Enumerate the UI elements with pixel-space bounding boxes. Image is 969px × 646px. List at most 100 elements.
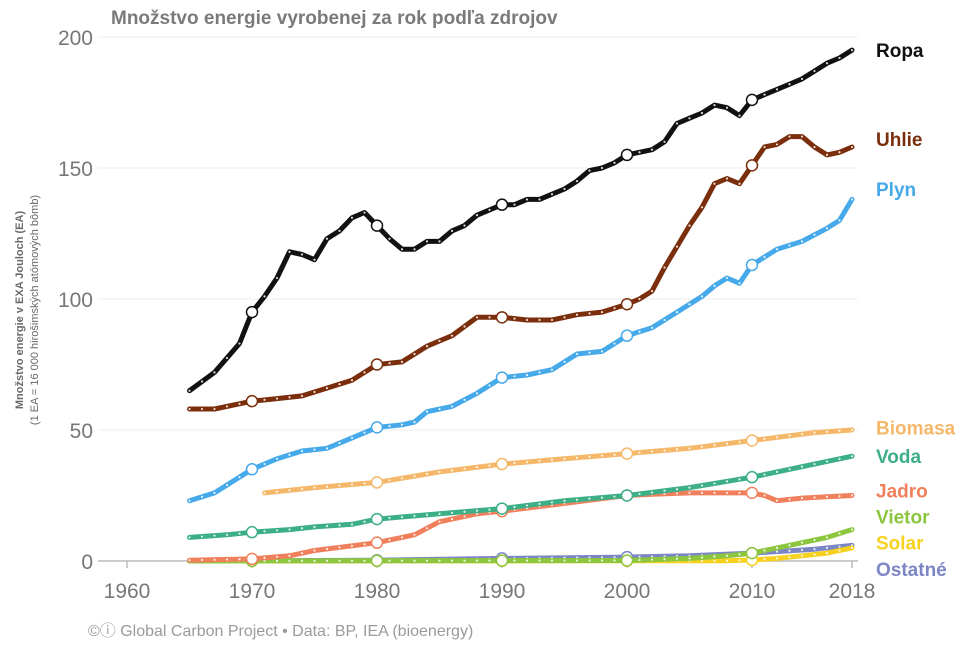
point-plyn-2002: [650, 326, 654, 329]
point-voda-2007: [713, 482, 716, 485]
marker-uhlie-2000: [620, 297, 634, 311]
point-ostatn-1998: [600, 556, 604, 559]
point-voda-2006: [700, 484, 704, 487]
point-ropa-1979: [363, 211, 366, 214]
point-biomasa-1986: [450, 469, 454, 472]
point-jadro-2016: [825, 495, 829, 498]
point-plyn-1994: [550, 368, 554, 371]
x-tick-labels: 1960 1970 1980 1990 2000 2010 2018: [104, 561, 875, 603]
point-ropa-1997: [588, 169, 591, 172]
point-voda-1998: [600, 496, 604, 499]
point-biomasa-1995: [563, 457, 566, 460]
point-ropa-2013: [788, 83, 791, 86]
point-uhlie-1975: [313, 390, 316, 394]
point-vietor-1981: [388, 559, 391, 562]
point-voda-2001: [638, 492, 641, 496]
point-vietor-1985: [438, 559, 441, 562]
point-uhlie-2011: [763, 145, 766, 149]
point-biomasa-1998: [600, 454, 604, 457]
point-uhlie-1968: [225, 405, 229, 408]
point-uhlie-1989: [488, 316, 491, 319]
point-biomasa-1985: [438, 470, 441, 474]
point-uhlie-1966: [200, 407, 204, 411]
x-tick-1990: 1990: [479, 580, 526, 603]
point-biomasa-1974: [300, 487, 304, 491]
series-uhlie: [187, 134, 855, 412]
point-ropa-1985: [438, 240, 441, 243]
point-voda-1974: [300, 527, 304, 530]
point-uhlie-2008: [725, 177, 729, 180]
point-jadro-2012: [775, 499, 779, 502]
point-ropa-2006: [700, 111, 704, 115]
point-vietor-1972: [275, 559, 279, 562]
point-jadro-2005: [688, 491, 691, 494]
point-vietor-1974: [300, 559, 304, 562]
point-solar-2014: [800, 554, 804, 557]
point-vietor-1989: [488, 559, 491, 562]
point-ostatn-1999: [613, 556, 616, 559]
point-ropa-1966: [200, 380, 204, 383]
point-ropa-1992: [525, 198, 529, 201]
point-plyn-2015: [813, 233, 816, 236]
point-uhlie-1985: [438, 339, 441, 343]
point-ropa-2014: [800, 77, 804, 81]
point-uhlie-1984: [425, 345, 429, 348]
point-ropa-1973: [288, 250, 291, 253]
series-vietor: [187, 527, 855, 568]
point-plyn-2017: [838, 219, 841, 222]
point-uhlie-1978: [350, 379, 354, 382]
point-biomasa-2003: [663, 449, 666, 452]
x-tick-1980: 1980: [354, 580, 401, 603]
point-plyn-1993: [538, 371, 541, 374]
point-biomasa-1979: [363, 482, 366, 485]
point-uhlie-1972: [275, 397, 279, 400]
point-biomasa-1971: [263, 491, 266, 494]
point-biomasa-2002: [650, 450, 654, 453]
marker-uhlie-1970: [245, 394, 259, 408]
point-uhlie-1999: [613, 307, 616, 310]
marker-voda-2010: [745, 470, 759, 484]
marker-plyn-1990: [495, 371, 509, 384]
point-ropa-1995: [563, 187, 566, 191]
point-jadro-1974: [300, 552, 304, 555]
point-biomasa-1992: [525, 460, 529, 464]
point-biomasa-1982: [400, 477, 404, 480]
point-vietor-2016: [825, 536, 829, 539]
marker-vietor-1990: [495, 554, 509, 567]
point-jadro-1968: [225, 558, 229, 561]
point-jadro-1967: [213, 558, 216, 561]
marker-biomasa-1990: [495, 457, 509, 471]
marker-voda-1970: [245, 525, 259, 539]
point-uhlie-2001: [638, 297, 641, 301]
point-voda-1986: [450, 511, 454, 514]
point-vietor-1999: [613, 559, 616, 562]
point-vietor-2002: [650, 558, 654, 561]
point-uhlie-1967: [213, 407, 216, 411]
point-jadro-2015: [813, 496, 816, 499]
point-solar-2011: [763, 558, 766, 561]
point-ropa-1969: [238, 342, 241, 345]
point-biomasa-1983: [413, 475, 416, 478]
marker-plyn-1980: [370, 421, 384, 434]
y-tick-0: 0: [81, 551, 93, 574]
point-biomasa-1997: [588, 455, 591, 458]
point-biomasa-2017: [838, 429, 841, 432]
point-jadro-1986: [450, 517, 454, 521]
point-uhlie-1983: [413, 352, 416, 356]
point-plyn-1989: [488, 384, 491, 387]
point-voda-2016: [825, 460, 829, 463]
point-voda-1983: [413, 514, 416, 518]
point-voda-1973: [288, 528, 291, 531]
marker-jadro-2010: [745, 486, 759, 500]
point-voda-1967: [213, 534, 216, 537]
point-jadro-1988: [475, 512, 479, 515]
x-tick-2000: 2000: [604, 580, 651, 603]
point-uhlie-2002: [650, 290, 654, 293]
point-vietor-1994: [550, 559, 554, 562]
point-vietor-2009: [738, 553, 741, 556]
point-plyn-1996: [575, 352, 579, 356]
point-voda-2002: [650, 491, 654, 494]
point-solar-2007: [713, 559, 716, 562]
point-plyn-1977: [338, 442, 341, 445]
footer-credit: ©ⓘ Global Carbon Project • Data: BP, IEA…: [88, 622, 473, 640]
